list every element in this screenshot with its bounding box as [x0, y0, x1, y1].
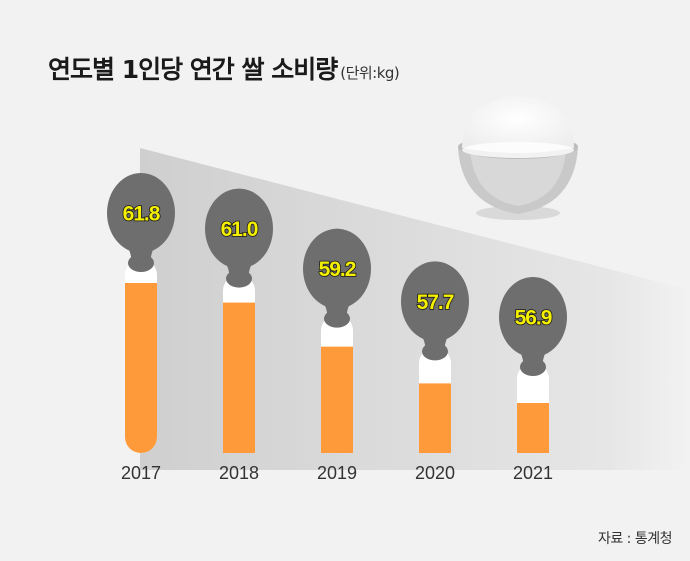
bars-group: 61.8 61.0 59.2 57.7 56.9: [107, 173, 567, 453]
rice-bowl-icon: [458, 96, 578, 220]
x-tick-label: 2019: [317, 463, 357, 483]
x-tick-label: 2021: [513, 463, 553, 483]
spoon-bar-2017: 61.8: [107, 173, 175, 453]
spoon-neck-joint: [422, 342, 448, 361]
data-label: 61.0: [221, 218, 258, 241]
bar-value-fill-top: [125, 283, 157, 303]
spoon-neck-joint: [226, 269, 252, 288]
chart-title: 연도별 1인당 연간 쌀 소비량 (단위:kg): [48, 50, 400, 86]
bar-value-fill: [517, 403, 549, 453]
data-label: 59.2: [319, 258, 356, 281]
bar-value-fill: [125, 283, 157, 453]
spoon-bar-2018: 61.0: [205, 188, 273, 453]
data-label: 56.9: [515, 307, 552, 330]
unit-label: (단위:kg): [340, 64, 400, 82]
spoon-bar-2019: 59.2: [303, 228, 371, 453]
spoon-icon: [401, 261, 469, 342]
spoon-icon: [205, 188, 273, 269]
source-note: 자료 : 통계청: [597, 531, 673, 547]
spoon-neck-joint: [520, 358, 546, 376]
title-text: 연도별 1인당 연간 쌀 소비량: [48, 55, 338, 84]
x-tick-label: 2018: [219, 463, 259, 483]
spoon-neck-joint: [324, 309, 350, 328]
x-axis-labels: 2017 2018 2019 2020 2021: [121, 463, 553, 483]
data-label: 57.7: [417, 291, 454, 314]
spoon-icon: [107, 173, 175, 253]
x-tick-label: 2017: [121, 463, 161, 483]
data-label: 61.8: [123, 203, 161, 226]
spoon-neck-joint: [128, 254, 154, 272]
bar-value-fill: [321, 346, 353, 453]
bar-value-fill: [223, 302, 255, 453]
bar-value-fill: [419, 383, 451, 453]
spoon-icon: [303, 228, 371, 309]
spoon-bar-2021: 56.9: [499, 277, 567, 453]
spoon-bar-2020: 57.7: [401, 261, 469, 453]
spoon-icon: [499, 277, 567, 357]
x-tick-label: 2020: [415, 463, 455, 483]
